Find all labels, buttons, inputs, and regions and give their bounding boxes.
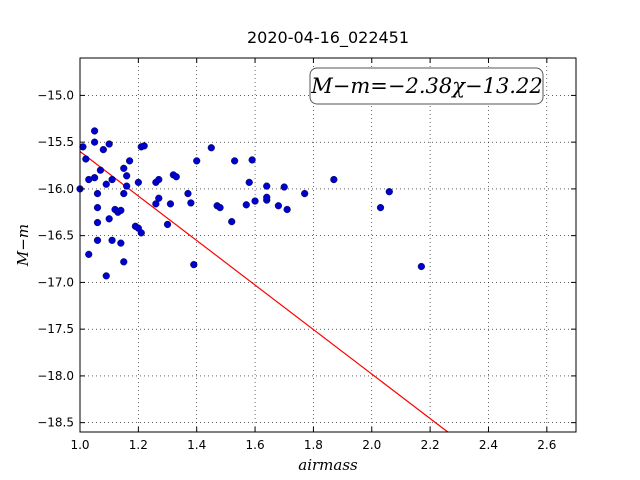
data-point [140,142,148,150]
y-tick-label: −15.0 [37,88,74,102]
data-point [152,200,160,208]
y-axis-label: M−m [14,224,32,267]
data-point [134,178,142,186]
data-point [120,189,128,198]
y-tick-label: −17.5 [37,322,74,336]
data-point [117,206,125,215]
x-tick-label: 2.0 [362,438,381,452]
data-point [251,197,259,205]
data-point [330,175,338,184]
data-point [385,188,393,196]
data-point [85,250,93,258]
annotation-text: M−m=−2.38χ−13.22 [310,74,542,98]
data-point [137,229,145,237]
x-tick-label: 1.6 [246,438,265,452]
x-tick-label: 2.6 [537,438,556,452]
data-point [90,127,99,135]
data-point [90,138,99,146]
x-tick-label: 1.8 [304,438,323,452]
data-point [274,202,283,210]
data-point [155,194,163,202]
y-tick-label: −17.0 [37,275,74,289]
y-tick-label: −16.0 [37,182,74,196]
data-point [280,183,288,191]
plot-frame [79,57,577,433]
data-point [96,166,105,174]
data-point [102,272,110,280]
data-point [126,157,134,165]
data-point [90,174,99,182]
data-point [190,261,198,269]
data-point [166,200,175,208]
y-tick-label: −18.0 [37,369,74,383]
data-point [105,140,113,148]
data-point [301,189,309,198]
x-tick-label: 1.0 [70,438,89,452]
data-point [108,175,116,184]
x-tick-label: 2.4 [479,438,498,452]
data-point [263,182,271,190]
data-point [228,218,236,226]
data-point [184,189,192,198]
fit-line [79,151,449,433]
data-point [163,220,172,229]
data-point [108,236,116,244]
y-tick-label: −15.5 [37,135,74,149]
data-point [102,180,110,188]
data-point [123,182,131,190]
x-tick-label: 1.4 [187,438,206,452]
data-point [117,239,125,247]
data-point [93,218,102,227]
data-point [216,204,224,212]
data-point [193,157,201,165]
data-point [263,193,271,201]
x-axis-label: airmass [298,456,358,474]
data-point [82,155,90,163]
data-point [93,204,102,212]
x-tick-label: 2.2 [421,438,440,452]
data-point [207,144,215,152]
data-point [242,201,250,209]
fit-line-layer [79,151,449,433]
data-point [93,189,102,198]
fit-annotation: M−m=−2.38χ−13.22 [309,67,544,105]
data-point [283,205,291,214]
x-tick-label: 1.2 [129,438,148,452]
data-point [79,143,87,151]
chart-title: 2020-04-16_022451 [247,28,409,48]
axis-ticks: 1.0 1.2 1.4 1.6 1.8 2.0 2.2 2.4 2.6 −15.0 −15.5 −16… [37,58,576,452]
data-point [99,146,107,154]
y-tick-label: −16.5 [37,229,74,243]
data-point [172,173,180,181]
data-point [187,199,195,207]
data-point [245,178,253,186]
data-point [231,157,239,165]
data-points [76,127,425,280]
data-point [93,236,102,244]
data-point [105,215,113,223]
data-point [120,258,128,266]
data-point [417,262,425,271]
data-point [120,164,128,172]
data-point [123,172,131,180]
annotation-box [309,67,544,105]
y-tick-label: −18.5 [37,416,74,430]
data-point [155,175,163,184]
grid-lines [79,58,576,432]
data-point [248,156,256,164]
data-point [376,204,385,212]
